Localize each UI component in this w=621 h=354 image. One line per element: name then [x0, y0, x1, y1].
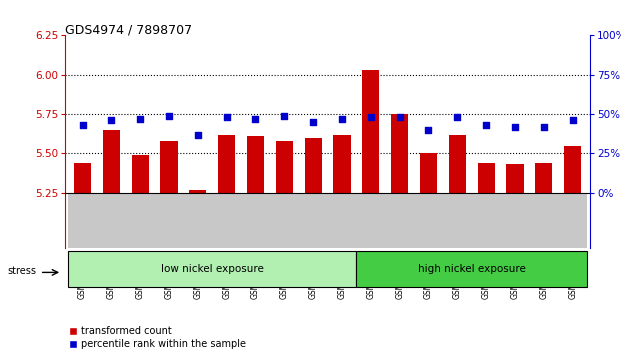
Bar	[529, 193, 558, 248]
Bar	[472, 193, 501, 248]
Text: GDS4974 / 7898707: GDS4974 / 7898707	[65, 23, 193, 36]
Bar	[448, 135, 466, 193]
Bar	[68, 251, 356, 287]
Bar	[299, 193, 327, 248]
Bar	[414, 193, 443, 248]
Text: high nickel exposure: high nickel exposure	[418, 264, 525, 274]
Bar	[247, 136, 264, 193]
Bar	[506, 164, 524, 193]
Point	[135, 116, 145, 122]
Bar	[535, 163, 553, 193]
Point	[106, 118, 116, 123]
Text: stress: stress	[7, 266, 37, 276]
Bar	[385, 193, 414, 248]
Point	[222, 114, 232, 120]
Bar	[501, 193, 529, 248]
Bar	[391, 114, 408, 193]
Point	[539, 124, 549, 130]
Bar	[212, 193, 241, 248]
Bar	[333, 135, 351, 193]
Bar	[327, 193, 356, 248]
Point	[452, 114, 462, 120]
Point	[366, 114, 376, 120]
Point	[337, 116, 347, 122]
Bar	[356, 251, 587, 287]
Bar	[241, 193, 270, 248]
Bar	[132, 155, 149, 193]
Point	[164, 113, 174, 119]
Bar	[478, 163, 495, 193]
Bar	[155, 193, 183, 248]
Bar	[102, 130, 120, 193]
Bar	[74, 163, 91, 193]
Point	[510, 124, 520, 130]
Bar	[218, 135, 235, 193]
Point	[481, 122, 491, 128]
Point	[308, 119, 318, 125]
Text: low nickel exposure: low nickel exposure	[161, 264, 264, 274]
Point	[250, 116, 260, 122]
Bar	[160, 141, 178, 193]
Point	[193, 132, 203, 137]
Bar	[276, 141, 293, 193]
Point	[568, 118, 578, 123]
Bar	[356, 193, 385, 248]
Bar	[558, 193, 587, 248]
Bar	[270, 193, 299, 248]
Point	[424, 127, 433, 133]
Bar	[125, 193, 155, 248]
Point	[78, 122, 88, 128]
Bar	[420, 153, 437, 193]
Bar	[183, 193, 212, 248]
Bar	[97, 193, 125, 248]
Bar	[564, 145, 581, 193]
Legend: transformed count, percentile rank within the sample: transformed count, percentile rank withi…	[70, 326, 246, 349]
Bar	[189, 190, 206, 193]
Bar	[304, 138, 322, 193]
Bar	[68, 193, 97, 248]
Bar	[443, 193, 472, 248]
Bar	[362, 70, 379, 193]
Point	[395, 114, 405, 120]
Point	[279, 113, 289, 119]
